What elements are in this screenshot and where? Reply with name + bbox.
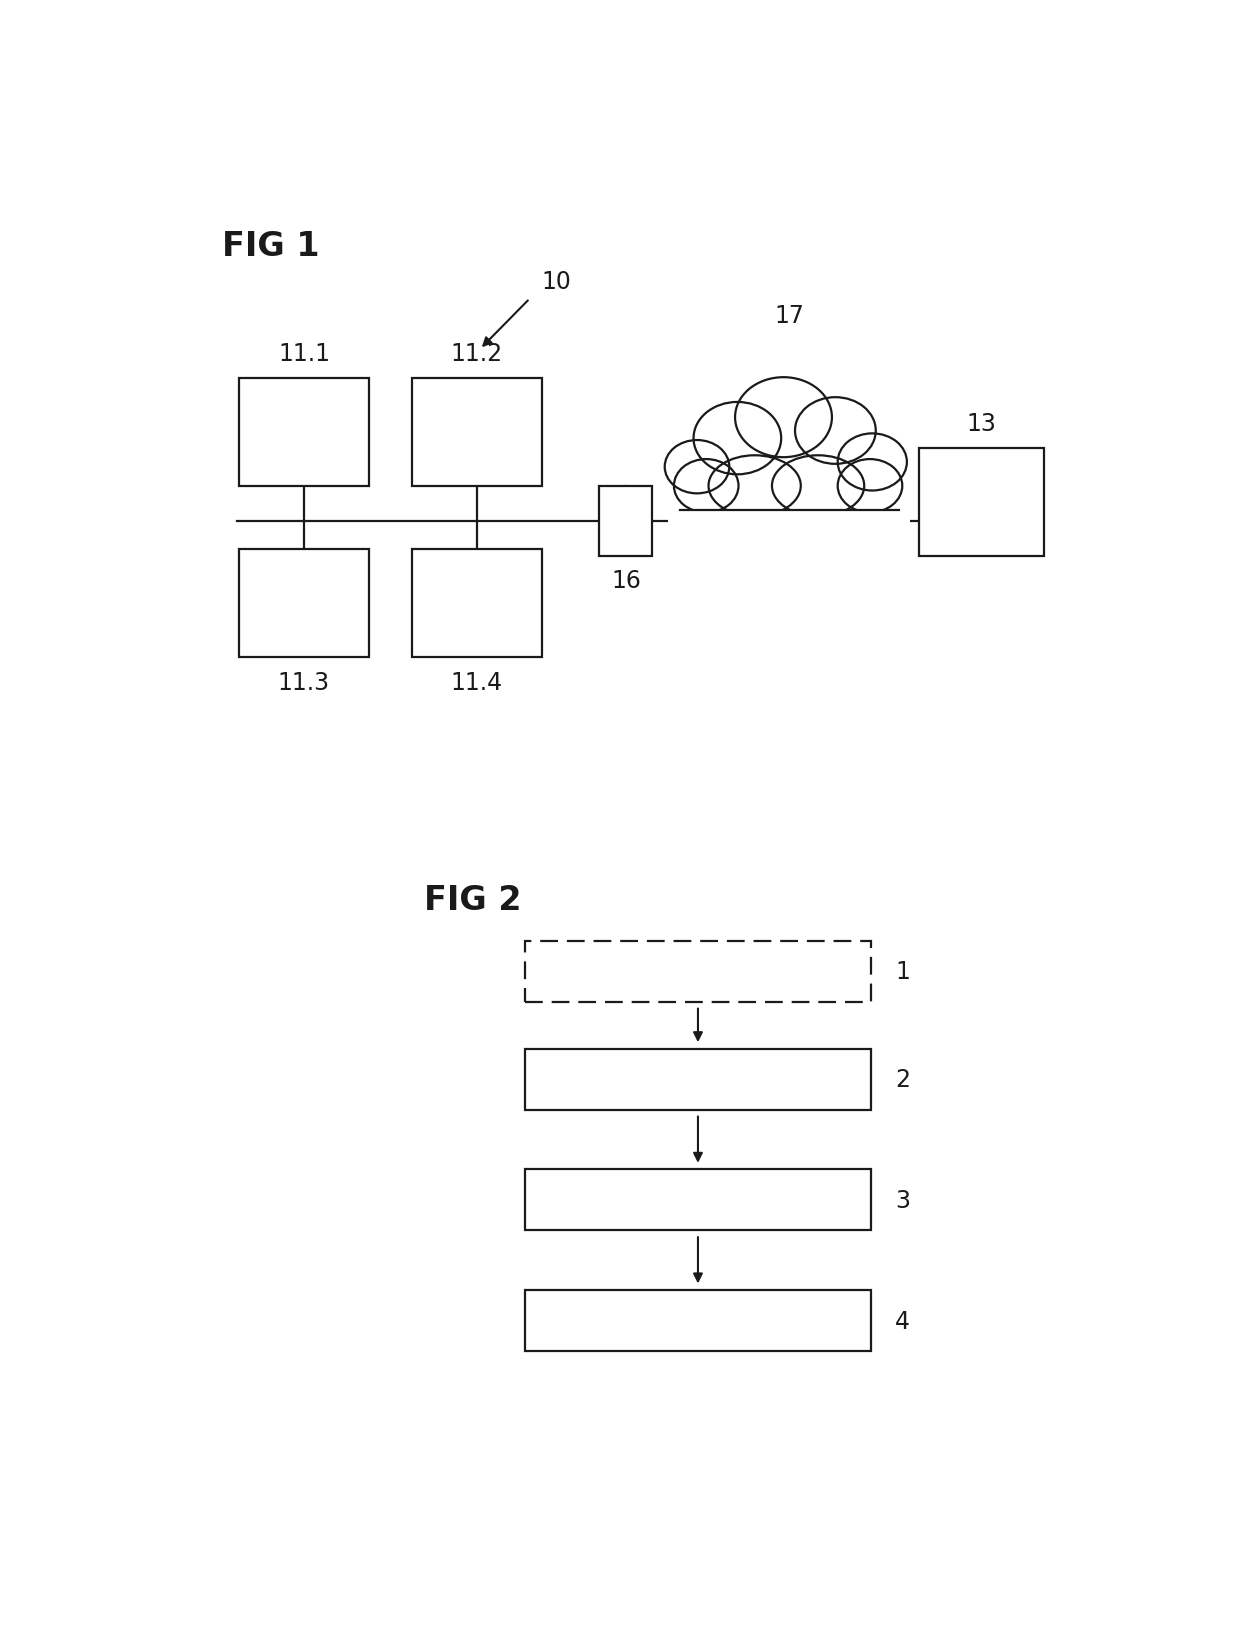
Ellipse shape: [665, 440, 729, 494]
Text: 10: 10: [542, 270, 572, 295]
Ellipse shape: [675, 460, 739, 513]
FancyBboxPatch shape: [599, 486, 652, 557]
Ellipse shape: [708, 456, 801, 517]
FancyBboxPatch shape: [525, 1290, 870, 1351]
Text: 3: 3: [895, 1188, 910, 1213]
FancyBboxPatch shape: [919, 448, 1044, 557]
FancyBboxPatch shape: [412, 379, 542, 486]
FancyBboxPatch shape: [525, 1170, 870, 1231]
Text: 11.2: 11.2: [451, 341, 503, 366]
Ellipse shape: [773, 456, 864, 517]
Text: FIG 2: FIG 2: [424, 883, 522, 916]
FancyBboxPatch shape: [412, 550, 542, 658]
Ellipse shape: [693, 402, 781, 475]
FancyBboxPatch shape: [239, 550, 368, 658]
Ellipse shape: [838, 433, 906, 491]
Bar: [668, 511, 910, 562]
Text: 17: 17: [774, 303, 805, 328]
FancyBboxPatch shape: [239, 379, 368, 486]
Text: FIG 1: FIG 1: [222, 229, 320, 262]
Ellipse shape: [795, 397, 875, 465]
Text: 1: 1: [895, 959, 910, 984]
Text: 13: 13: [966, 412, 997, 435]
Text: 11.1: 11.1: [278, 341, 330, 366]
Text: 11.4: 11.4: [451, 671, 503, 694]
Ellipse shape: [838, 460, 903, 513]
Text: 11.3: 11.3: [278, 671, 330, 694]
Text: 2: 2: [895, 1068, 910, 1091]
Text: 16: 16: [611, 569, 641, 593]
Text: 4: 4: [895, 1309, 910, 1333]
FancyBboxPatch shape: [525, 1050, 870, 1111]
FancyBboxPatch shape: [525, 941, 870, 1002]
Ellipse shape: [735, 377, 832, 458]
